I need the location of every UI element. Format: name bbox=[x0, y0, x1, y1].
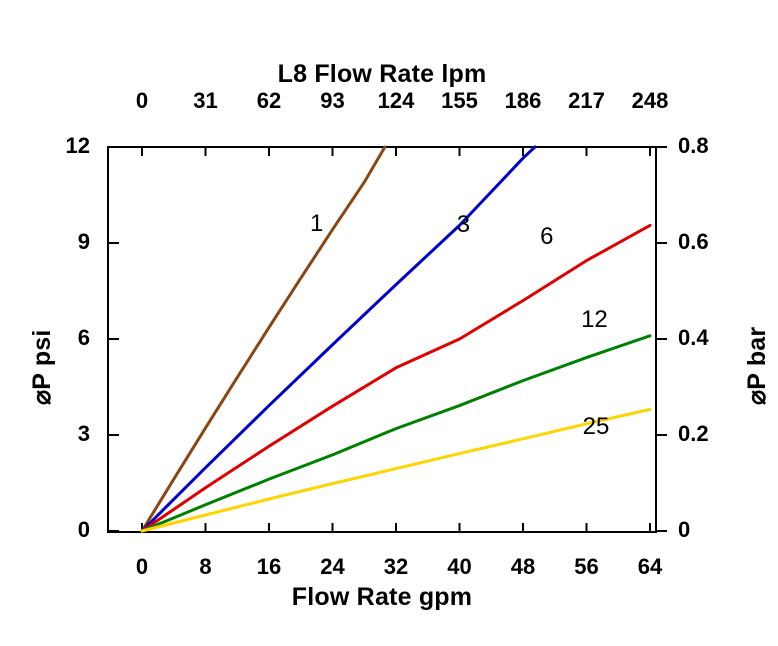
top-axis-ticks bbox=[141, 147, 651, 156]
curve-3 bbox=[140, 145, 537, 533]
left-axis-title: ⌀P psi bbox=[28, 329, 56, 405]
right-tick-label: 0.8 bbox=[678, 133, 709, 158]
top-tick-label: 124 bbox=[377, 88, 415, 113]
bottom-tick-label: 64 bbox=[637, 554, 663, 579]
bottom-tick-label: 48 bbox=[510, 554, 536, 579]
bottom-tick-label: 8 bbox=[199, 554, 212, 579]
right-axis-title: ⌀P bar bbox=[743, 326, 771, 405]
curve-25 bbox=[140, 407, 652, 533]
top-tick-label: 155 bbox=[441, 88, 478, 113]
bottom-axis-title: Flow Rate gpm bbox=[291, 583, 473, 611]
top-tick-label: 31 bbox=[193, 88, 218, 113]
bottom-tick-label: 0 bbox=[135, 554, 149, 579]
curve-12 bbox=[140, 334, 652, 533]
top-tick-label: 248 bbox=[631, 88, 669, 113]
curve-label-1: 1 bbox=[309, 209, 324, 237]
right-tick-label: 0.2 bbox=[678, 421, 709, 446]
top-tick-label: 186 bbox=[504, 88, 542, 113]
top-tick-label: 93 bbox=[320, 88, 345, 113]
top-axis-title: L8 Flow Rate lpm bbox=[277, 60, 487, 88]
bottom-tick-label: 32 bbox=[383, 554, 409, 579]
left-tick-label: 12 bbox=[65, 133, 90, 158]
left-tick-label: 3 bbox=[77, 421, 90, 446]
curve-label-6: 6 bbox=[540, 222, 554, 250]
bottom-tick-label: 16 bbox=[256, 554, 282, 579]
right-tick-label: 0.4 bbox=[678, 325, 709, 350]
left-tick-label: 6 bbox=[77, 325, 90, 350]
data-curves bbox=[140, 145, 652, 533]
left-tick-label: 0 bbox=[77, 517, 90, 542]
left-tick-label: 9 bbox=[77, 229, 90, 254]
bottom-tick-label: 56 bbox=[574, 554, 599, 579]
top-tick-label: 62 bbox=[256, 88, 282, 113]
top-tick-label: 217 bbox=[568, 88, 605, 113]
curve-label-12: 12 bbox=[581, 305, 608, 333]
curve-label-3: 3 bbox=[456, 211, 471, 239]
bottom-tick-label: 24 bbox=[320, 554, 345, 579]
top-tick-label: 0 bbox=[135, 88, 149, 113]
right-tick-label: 0.6 bbox=[678, 229, 709, 254]
plot-frame bbox=[107, 146, 657, 533]
curve-6 bbox=[140, 223, 652, 533]
left-axis-ticks bbox=[108, 146, 119, 532]
bottom-tick-label: 40 bbox=[447, 554, 472, 579]
curve-label-25: 25 bbox=[582, 413, 610, 440]
curve-1 bbox=[140, 145, 387, 533]
right-tick-label: 0 bbox=[678, 517, 691, 542]
right-axis-ticks bbox=[656, 146, 667, 532]
